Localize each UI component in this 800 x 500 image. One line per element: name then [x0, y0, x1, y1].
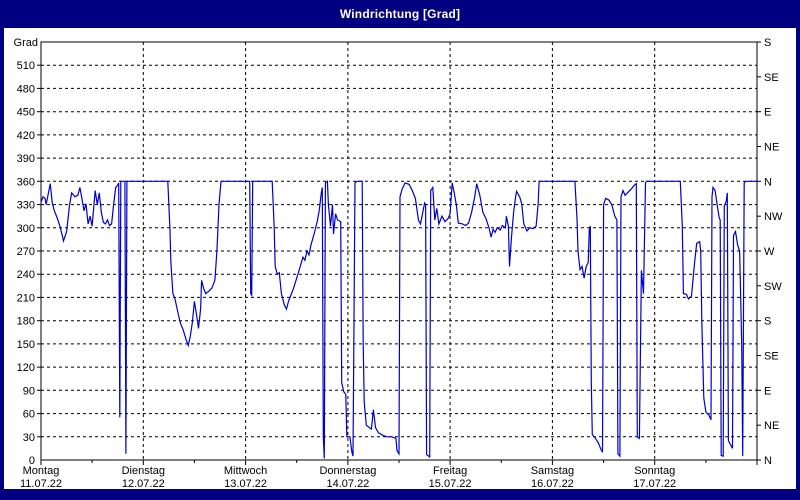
y-right-tick-label: NW	[764, 211, 783, 223]
y-axis-right: N NE E SE S SW W NW N NE E SE S	[757, 37, 783, 467]
y-left-tick-label: 270	[17, 246, 35, 258]
y-left-tick-label: 360	[17, 176, 35, 188]
y-left-tick-label: 180	[17, 316, 35, 328]
y-right-tick-label: SW	[764, 281, 782, 293]
y-left-tick-label: 300	[17, 223, 35, 235]
x-day-label: Montag	[23, 465, 60, 477]
x-date-label: 16.07.22	[531, 478, 574, 490]
y-right-tick-label: E	[764, 385, 771, 397]
y-left-unit-label: Grad	[14, 37, 38, 49]
y-left-tick-label: 390	[17, 153, 35, 165]
y-right-tick-label: S	[764, 37, 771, 49]
y-left-tick-label: 420	[17, 130, 35, 142]
y-right-tick-label: N	[764, 176, 772, 188]
x-date-label: 12.07.22	[122, 478, 165, 490]
y-left-tick-label: 0	[29, 455, 35, 467]
y-right-tick-label: W	[764, 246, 775, 258]
y-left-tick-label: 480	[17, 83, 35, 95]
x-date-label: 17.07.22	[633, 478, 676, 490]
chart-title: Windrichtung [Grad]	[339, 7, 461, 21]
y-left-tick-label: 90	[23, 385, 35, 397]
x-day-label: Dienstag	[122, 465, 165, 477]
y-right-tick-label: N	[764, 455, 772, 467]
y-right-tick-label: SE	[764, 72, 779, 84]
y-right-tick-label: NE	[764, 142, 779, 154]
y-left-tick-label: 150	[17, 339, 35, 351]
y-right-tick-label: E	[764, 107, 771, 119]
x-date-label: 11.07.22	[20, 478, 62, 490]
wind-direction-line	[40, 180, 757, 459]
y-right-tick-label: S	[764, 316, 771, 328]
x-date-label: 14.07.22	[326, 478, 369, 490]
x-date-label: 13.07.22	[224, 478, 267, 490]
y-left-tick-label: 60	[23, 409, 35, 421]
x-day-label: Donnerstag	[319, 465, 376, 477]
y-right-tick-label: NE	[764, 420, 779, 432]
y-right-tick-label: SE	[764, 351, 779, 363]
y-left-tick-label: 120	[17, 362, 35, 374]
y-axis-left: 0 30 60 90 120 150 180 210 240 270 300 330 360 390 420…	[14, 37, 41, 467]
x-day-label: Mittwoch	[224, 465, 267, 477]
y-left-tick-label: 450	[17, 107, 35, 119]
x-day-label: Freitag	[433, 465, 467, 477]
x-day-label: Sonntag	[634, 465, 675, 477]
title-bar: Windrichtung [Grad]	[0, 0, 800, 28]
y-left-tick-label: 330	[17, 200, 35, 212]
y-left-tick-label: 240	[17, 269, 35, 281]
y-left-tick-label: 30	[23, 432, 35, 444]
y-left-tick-label: 210	[17, 292, 35, 304]
y-left-tick-label: 510	[17, 60, 35, 72]
x-date-label: 15.07.22	[429, 478, 472, 490]
x-day-label: Samstag	[531, 465, 574, 477]
